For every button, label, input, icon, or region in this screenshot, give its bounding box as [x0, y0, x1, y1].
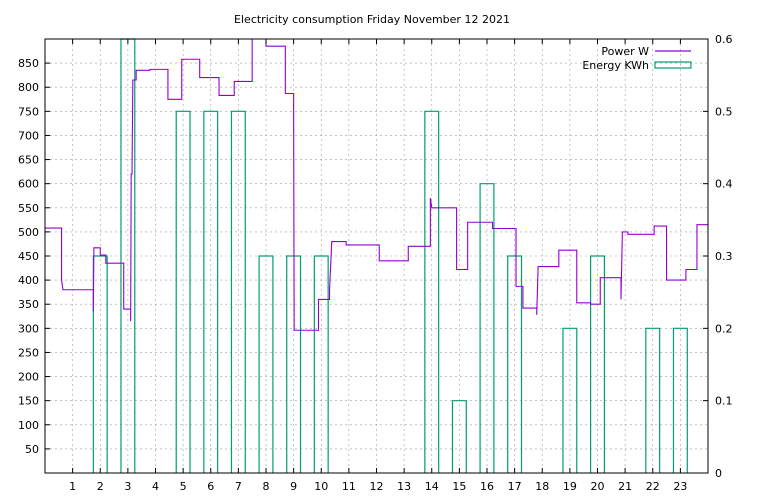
y-tick-label: 100 — [18, 419, 39, 432]
axes: 1 2 3 4 5 6 7 8 9 10 11 12 13 14 15 16 17 18 19 20 21 22 23501… — [18, 33, 733, 493]
y-tick-label: 50 — [25, 443, 39, 456]
y2-tick-label: 0.1 — [715, 395, 733, 408]
y2-tick-label: 0.3 — [715, 250, 733, 263]
x-tick-label: 17 — [508, 480, 522, 493]
x-tick-label: 18 — [535, 480, 549, 493]
energy-bar — [92, 255, 108, 473]
x-tick-label: 5 — [180, 480, 187, 493]
x-tick-label: 7 — [235, 480, 242, 493]
y2-tick-label: 0.5 — [715, 105, 733, 118]
energy-bar — [672, 327, 688, 473]
x-tick-label: 10 — [314, 480, 328, 493]
y-tick-label: 150 — [18, 395, 39, 408]
x-tick-label: 1 — [69, 480, 76, 493]
x-tick-label: 2 — [97, 480, 104, 493]
chart-title: Electricity consumption Friday November … — [234, 13, 510, 26]
y-tick-label: 450 — [18, 250, 39, 263]
y-tick-label: 850 — [18, 57, 39, 70]
y-tick-label: 200 — [18, 371, 39, 384]
x-tick-label: 4 — [152, 480, 159, 493]
legend-label: Power W — [601, 45, 649, 58]
energy-bar — [424, 110, 440, 473]
x-tick-label: 12 — [370, 480, 384, 493]
x-tick-label: 9 — [290, 480, 297, 493]
y2-tick-label: 0.4 — [715, 178, 733, 191]
y-tick-label: 800 — [18, 81, 39, 94]
x-tick-label: 16 — [480, 480, 494, 493]
y-tick-label: 600 — [18, 178, 39, 191]
energy-bar — [645, 327, 661, 473]
x-tick-label: 21 — [618, 480, 632, 493]
y-tick-label: 550 — [18, 202, 39, 215]
energy-bar — [258, 255, 274, 473]
x-tick-label: 22 — [646, 480, 660, 493]
energy-bar — [203, 110, 219, 473]
y2-tick-label: 0.2 — [715, 322, 733, 335]
energy-bar — [230, 110, 246, 473]
x-tick-label: 13 — [397, 480, 411, 493]
y-tick-label: 250 — [18, 346, 39, 359]
y-tick-label: 700 — [18, 129, 39, 142]
energy-bar — [507, 255, 523, 473]
y-tick-label: 400 — [18, 274, 39, 287]
power-line — [45, 38, 708, 331]
x-tick-label: 6 — [207, 480, 214, 493]
y-tick-label: 350 — [18, 298, 39, 311]
energy-bar — [175, 110, 191, 473]
y-tick-label: 300 — [18, 322, 39, 335]
energy-series — [92, 38, 688, 473]
x-tick-label: 15 — [452, 480, 466, 493]
x-tick-label: 23 — [673, 480, 687, 493]
x-tick-label: 14 — [425, 480, 439, 493]
x-tick-label: 3 — [124, 480, 131, 493]
x-tick-label: 8 — [263, 480, 270, 493]
x-tick-label: 20 — [591, 480, 605, 493]
legend-swatch-energy — [654, 61, 692, 69]
x-tick-label: 19 — [563, 480, 577, 493]
energy-bar — [313, 255, 329, 473]
energy-bar — [562, 327, 578, 473]
y-tick-label: 650 — [18, 154, 39, 167]
energy-bar — [479, 183, 495, 473]
x-tick-label: 11 — [342, 480, 356, 493]
y2-tick-label: 0.6 — [715, 33, 733, 46]
grid — [45, 39, 708, 473]
energy-bar — [451, 400, 467, 473]
y2-tick-label: 0 — [715, 467, 722, 480]
power-series — [45, 38, 708, 331]
y-tick-label: 500 — [18, 226, 39, 239]
y-tick-label: 750 — [18, 105, 39, 118]
energy-bar — [589, 255, 606, 473]
legend-label: Energy KWh — [582, 59, 649, 72]
